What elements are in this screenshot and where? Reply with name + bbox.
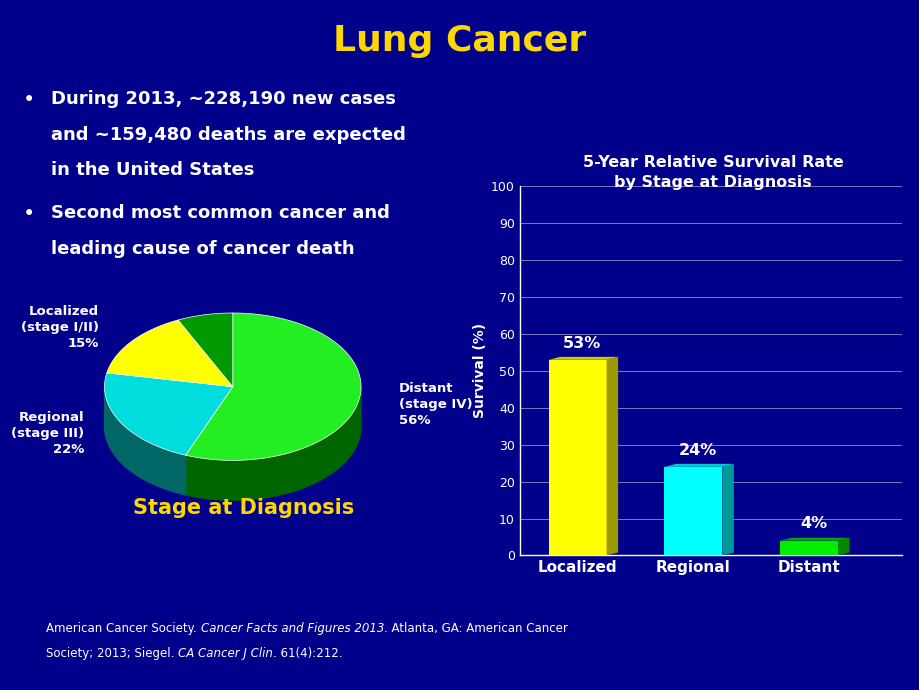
Polygon shape [837, 538, 848, 555]
Text: . 61(4):212.: . 61(4):212. [273, 647, 342, 660]
Text: 53%: 53% [562, 335, 601, 351]
Text: Regional
(stage III)
22%: Regional (stage III) 22% [11, 411, 85, 456]
Text: 24%: 24% [678, 442, 716, 457]
Text: Society; 2013; Siegel.: Society; 2013; Siegel. [46, 647, 178, 660]
Polygon shape [107, 320, 233, 386]
Bar [664, 467, 721, 555]
Text: During 2013, ~228,190 new cases: During 2013, ~228,190 new cases [51, 90, 395, 108]
Text: . Atlanta, GA: American Cancer: . Atlanta, GA: American Cancer [383, 622, 567, 635]
Polygon shape [186, 313, 360, 460]
Bar [779, 541, 837, 555]
Text: Distant
(stage IV)
56%: Distant (stage IV) 56% [399, 382, 472, 427]
Text: 5-Year Relative Survival Rate
by Stage at Diagnosis: 5-Year Relative Survival Rate by Stage a… [582, 155, 843, 190]
Polygon shape [606, 357, 618, 555]
Y-axis label: Survival (%): Survival (%) [472, 324, 486, 418]
Text: Stage at Diagnosis: Stage at Diagnosis [133, 498, 354, 518]
Polygon shape [186, 387, 360, 500]
Polygon shape [548, 357, 618, 359]
Text: Lung Cancer: Lung Cancer [333, 24, 586, 58]
Polygon shape [178, 313, 233, 386]
Text: •: • [23, 90, 35, 110]
Text: •: • [23, 204, 35, 224]
Polygon shape [721, 464, 733, 555]
Text: Cancer Facts and Figures 2013: Cancer Facts and Figures 2013 [200, 622, 383, 635]
Text: CA Cancer J Clin: CA Cancer J Clin [178, 647, 273, 660]
Polygon shape [779, 538, 848, 541]
Polygon shape [105, 373, 233, 455]
Text: Second most common cancer and: Second most common cancer and [51, 204, 389, 222]
Text: Localized
(stage I/II)
15%: Localized (stage I/II) 15% [21, 304, 99, 350]
Text: 4%: 4% [800, 516, 826, 531]
Text: and ~159,480 deaths are expected: and ~159,480 deaths are expected [51, 126, 405, 144]
Text: in the United States: in the United States [51, 161, 254, 179]
Bar [548, 359, 606, 555]
Text: American Cancer Society.: American Cancer Society. [46, 622, 200, 635]
Polygon shape [664, 464, 733, 467]
Polygon shape [105, 387, 186, 495]
Text: leading cause of cancer death: leading cause of cancer death [51, 240, 354, 258]
